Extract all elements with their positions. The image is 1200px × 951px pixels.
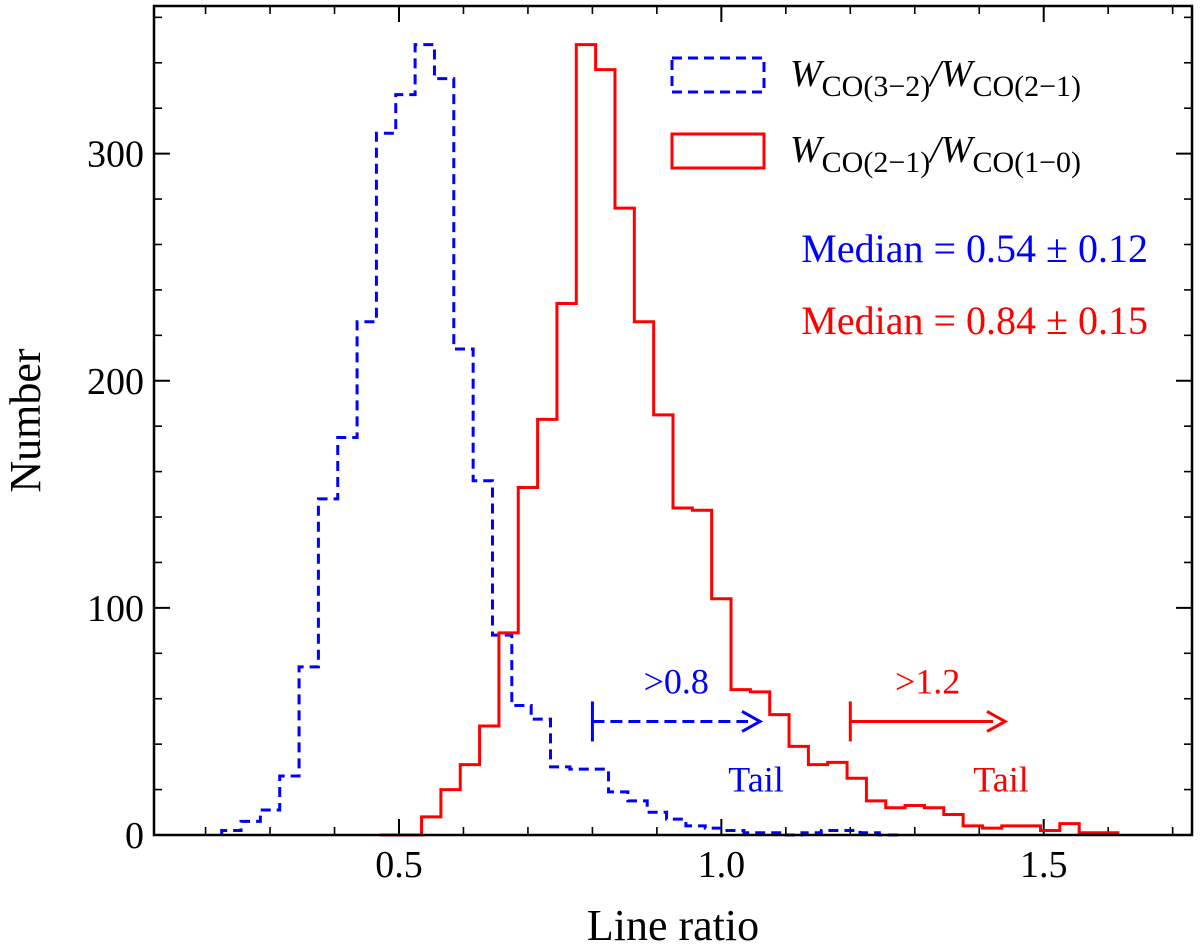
series-co32-co21-step bbox=[220, 43, 899, 837]
legend-label-mid: /W bbox=[928, 53, 976, 95]
legend-label-sub: CO(2−1) bbox=[972, 70, 1081, 103]
x-tick-label: 0.5 bbox=[375, 844, 423, 886]
x-axis-title: Line ratio bbox=[587, 901, 759, 950]
tail-note: Tail bbox=[973, 759, 1028, 799]
x-tick-label: 1.5 bbox=[1020, 844, 1068, 886]
median-label: Median = 0.84 ± 0.15 bbox=[801, 298, 1148, 343]
plot-frame bbox=[152, 4, 1194, 837]
legend-label-sub: CO(1−0) bbox=[972, 146, 1081, 179]
x-tick-label: 1.0 bbox=[698, 844, 746, 886]
legend-label-sub: CO(2−1) bbox=[822, 146, 931, 179]
legend-swatch bbox=[670, 132, 766, 170]
tail-threshold-label: >0.8 bbox=[644, 661, 709, 701]
legend-swatch bbox=[670, 56, 766, 94]
tail-threshold-label: >1.2 bbox=[895, 661, 960, 701]
axes: 0.5 1.0 1.5 0 100 200 300 bbox=[87, 6, 1192, 886]
legend-label-mid: /W bbox=[928, 129, 976, 171]
tail-note: Tail bbox=[728, 759, 783, 799]
y-axis-title: Number bbox=[1, 348, 50, 493]
tail-annotations: >0.8 Tail >1.2 Tail bbox=[590, 661, 1029, 799]
median-label: Median = 0.54 ± 0.12 bbox=[801, 226, 1148, 271]
legend-label-main: W bbox=[790, 129, 825, 171]
legend-label-sub: CO(3−2) bbox=[822, 70, 931, 103]
y-tick-label: 200 bbox=[87, 361, 144, 403]
legend-label: WCO(3−2)/WCO(2−1) bbox=[790, 53, 1081, 103]
y-tick-label: 0 bbox=[125, 815, 144, 857]
y-tick-label: 300 bbox=[87, 134, 144, 176]
tail-arrow-head bbox=[741, 710, 764, 733]
tail-arrow-head bbox=[986, 710, 1009, 733]
histogram-series bbox=[220, 43, 1120, 837]
series-co21-co10-step bbox=[379, 43, 1120, 837]
legend-label: WCO(2−1)/WCO(1−0) bbox=[790, 129, 1081, 179]
legend-label-main: W bbox=[790, 53, 825, 95]
y-tick-label: 100 bbox=[87, 588, 144, 630]
median-labels: Median = 0.54 ± 0.12 Median = 0.84 ± 0.15 bbox=[801, 226, 1148, 343]
legend: WCO(3−2)/WCO(2−1)WCO(2−1)/WCO(1−0) bbox=[670, 53, 1081, 179]
